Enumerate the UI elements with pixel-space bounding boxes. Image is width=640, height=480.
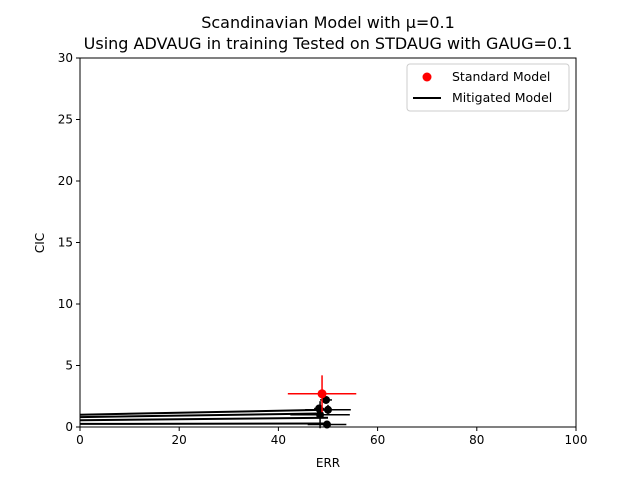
mitigated-model-point: [316, 410, 325, 419]
mitigated-model-line: [79, 408, 327, 416]
y-axis-ticks: 0 5 10 15 20 25 30: [58, 51, 80, 434]
mitigated-model-line: [79, 416, 329, 422]
legend-label-mitigated-model: Mitigated Model: [452, 90, 552, 105]
legend-frame: [406, 63, 570, 112]
x-tick-label: 80: [469, 433, 484, 447]
chart-subtitle: Using ADVAUG in training Tested on STDAU…: [84, 34, 573, 53]
mitigated-model-point: [315, 404, 324, 413]
y-tick-label: 10: [58, 297, 73, 311]
legend: Standard Model Mitigated Model: [406, 63, 570, 112]
y-tick-label: 30: [58, 51, 73, 65]
mitigated-model-point: [322, 395, 331, 404]
mitigated-model-line: [79, 412, 320, 419]
y-tick-label: 0: [65, 420, 73, 434]
x-tick-label: 40: [271, 433, 286, 447]
x-axis-ticks: 0 20 40 60 80 100: [76, 427, 587, 447]
legend-label-standard-model: Standard Model: [452, 69, 550, 84]
plot-area: [80, 58, 576, 427]
standard-model-point: [317, 389, 327, 399]
y-tick-label: 25: [58, 113, 73, 127]
x-tick-label: 60: [370, 433, 385, 447]
x-tick-label: 0: [76, 433, 84, 447]
x-tick-label: 100: [565, 433, 588, 447]
x-tick-label: 20: [172, 433, 187, 447]
chart-title: Scandinavian Model with μ=0.1: [201, 13, 455, 32]
y-tick-label: 15: [58, 236, 73, 250]
legend-marker-standard-model: [422, 72, 432, 82]
x-axis-label: ERR: [316, 456, 340, 470]
y-tick-label: 20: [58, 174, 73, 188]
y-tick-label: 5: [65, 359, 73, 373]
mitigated-model-point: [324, 405, 332, 414]
y-axis-label: CIC: [33, 233, 47, 253]
